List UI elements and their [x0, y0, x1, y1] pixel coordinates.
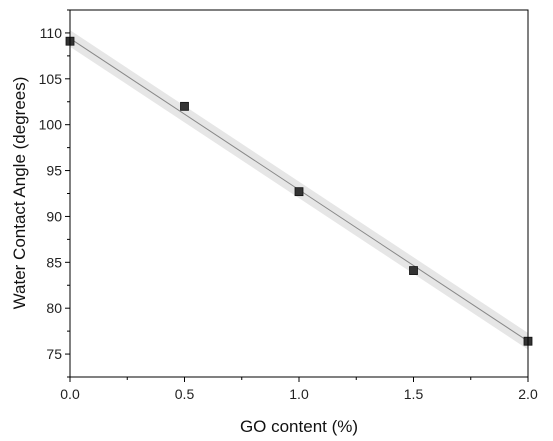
x-tick-label: 2.0	[518, 386, 538, 402]
axes-layer	[65, 9, 529, 382]
y-tick-label: 90	[46, 208, 62, 224]
data-point	[409, 266, 418, 275]
x-axis-title: GO content (%)	[240, 417, 358, 436]
x-tick-label: 0.0	[60, 386, 80, 402]
y-tick-label: 75	[46, 346, 62, 362]
y-tick-label: 100	[39, 117, 63, 133]
y-axis-title: Water Contact Angle (degrees)	[10, 77, 29, 310]
x-tick-label: 1.0	[289, 386, 309, 402]
y-tick-label: 80	[46, 300, 62, 316]
tick-labels-layer: 0.0 0.5 1.0 1.5 2.0 75 80 85 90 95 100 105 110	[39, 25, 538, 402]
y-tick-label: 95	[46, 163, 62, 179]
y-tick-label: 85	[46, 254, 62, 270]
x-tick-label: 1.5	[404, 386, 424, 402]
data-point	[294, 187, 304, 197]
data-point	[180, 101, 189, 111]
y-tick-label: 105	[39, 71, 63, 87]
x-tick-label: 0.5	[175, 386, 195, 402]
y-tick-label: 110	[40, 25, 63, 41]
